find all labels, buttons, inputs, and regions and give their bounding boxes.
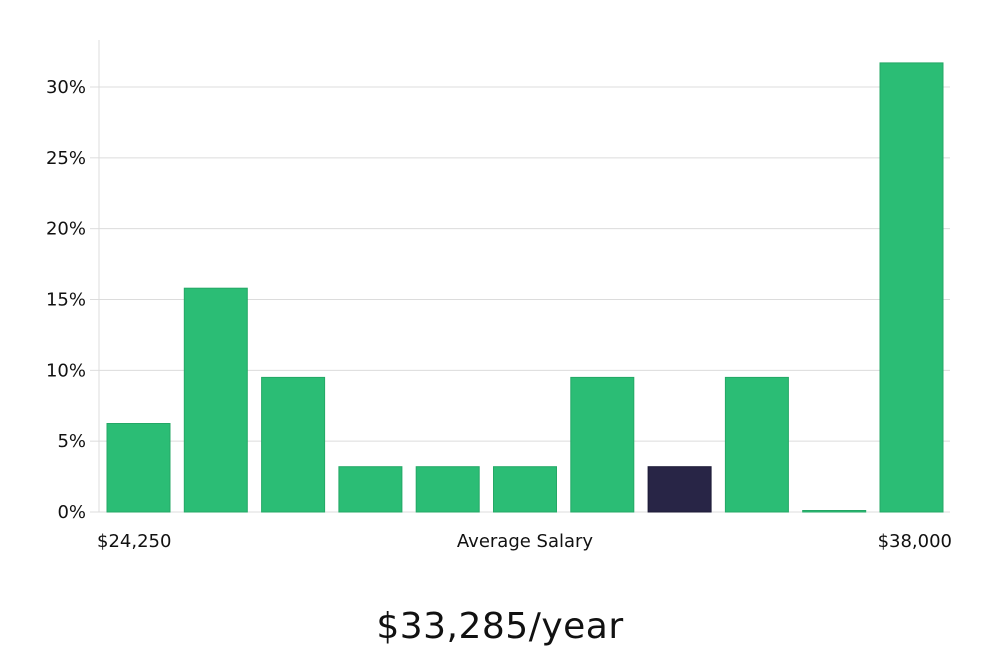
bar xyxy=(415,466,480,513)
y-tick-label: 20% xyxy=(46,219,86,240)
bar xyxy=(261,376,326,513)
y-tick-label: 10% xyxy=(46,360,86,381)
y-tick-label: 30% xyxy=(46,77,86,98)
salary-distribution-chart: 0% 5% 10% 15% 20% 25% 30% $24,250 Average Sala… xyxy=(46,40,952,552)
x-axis-title: Average Salary xyxy=(457,531,594,552)
bar xyxy=(183,287,248,513)
x-axis-min-label: $24,250 xyxy=(97,531,171,552)
x-axis-max-label: $38,000 xyxy=(878,531,952,552)
bars xyxy=(106,62,944,513)
bar-highlighted xyxy=(647,466,712,513)
bar xyxy=(724,376,789,513)
y-tick-label: 15% xyxy=(46,290,86,311)
bar xyxy=(493,466,557,513)
bar xyxy=(338,466,403,513)
bar xyxy=(879,62,944,513)
y-tick-label: 0% xyxy=(57,502,86,523)
average-salary-value: $33,285/year xyxy=(376,606,624,647)
bar xyxy=(802,510,867,513)
y-tick-label: 25% xyxy=(46,148,86,169)
bar xyxy=(570,376,635,513)
y-tick-label: 5% xyxy=(57,431,86,452)
bar xyxy=(106,423,171,513)
y-axis-ticks: 0% 5% 10% 15% 20% 25% 30% xyxy=(46,77,99,523)
